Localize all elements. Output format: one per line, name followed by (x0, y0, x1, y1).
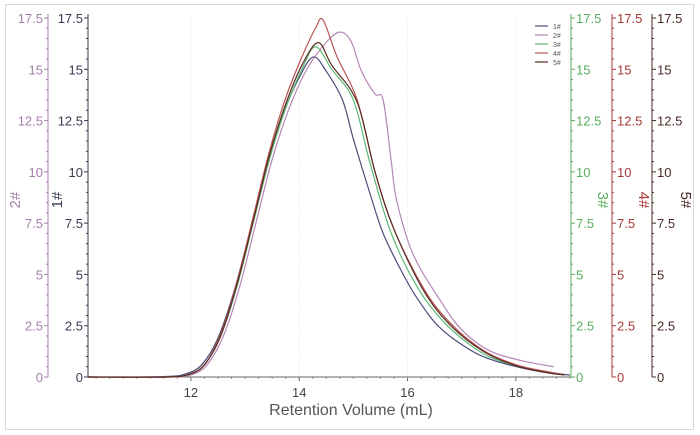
axes: 12 14 16 18 0 2.5 5 7.5 10 12.5 15 17.5 2# 0 2.5 5 7.5 10… (7, 11, 694, 400)
series-line-3 (87, 46, 565, 378)
y-tick-label: 15 (29, 62, 43, 77)
y-tick-label: 2.5 (65, 319, 83, 334)
y-tick-label: 5 (36, 267, 43, 282)
y-tick-label: 17.5 (657, 11, 682, 26)
series-line-1 (87, 56, 571, 378)
y-tick-label: 15 (657, 62, 671, 77)
y-tick-label: 2.5 (657, 319, 675, 334)
x-tick-label: 12 (184, 385, 198, 400)
y-tick-label: 12.5 (18, 114, 43, 129)
y-tick-label: 2.5 (25, 319, 43, 334)
legend-label: 3# (553, 42, 561, 49)
x-axis-title: Retention Volume (mL) (269, 402, 433, 419)
y-tick-label: 12.5 (617, 114, 642, 129)
y-tick-label: 15 (576, 62, 590, 77)
y-tick-label: 2.5 (576, 319, 594, 334)
y-tick-label: 17.5 (576, 11, 601, 26)
y-tick-label: 0 (617, 370, 624, 385)
y-tick-label: 17.5 (617, 11, 642, 26)
x-tick-label: 14 (292, 385, 306, 400)
y-tick-label: 5 (657, 267, 664, 282)
y-axis-title: 1# (49, 191, 66, 208)
y-tick-label: 10 (617, 165, 631, 180)
y-tick-label: 2.5 (617, 319, 635, 334)
y-axis-title: 4# (635, 192, 652, 209)
y-tick-label: 5 (617, 267, 624, 282)
y-tick-label: 17.5 (18, 11, 43, 26)
x-tick-label: 18 (509, 385, 523, 400)
x-tick-label: 16 (400, 385, 414, 400)
y-tick-label: 17.5 (58, 11, 83, 26)
y-tick-label: 10 (576, 165, 590, 180)
y-tick-label: 12.5 (58, 114, 83, 129)
legend-label: 4# (553, 51, 561, 58)
y-tick-label: 5 (576, 267, 583, 282)
series-line-5 (87, 42, 565, 378)
legend: 1# 2# 3# 4# 5# (535, 24, 561, 67)
grid (190, 18, 517, 377)
chart-frame (5, 4, 694, 430)
y-tick-label: 10 (29, 165, 43, 180)
y-tick-label: 10 (657, 165, 671, 180)
y-axis-title: 5# (677, 192, 694, 209)
y-tick-label: 7.5 (25, 216, 43, 231)
y-tick-label: 10 (69, 165, 83, 180)
y-tick-label: 0 (576, 370, 583, 385)
y-tick-label: 7.5 (657, 216, 675, 231)
legend-label: 2# (553, 33, 561, 40)
series-group (87, 17, 571, 378)
y-tick-label: 0 (657, 370, 664, 385)
y-tick-label: 12.5 (657, 114, 682, 129)
y-tick-label: 7.5 (65, 216, 83, 231)
y-tick-label: 0 (36, 370, 43, 385)
y-tick-label: 5 (76, 267, 83, 282)
y-tick-label: 15 (617, 62, 631, 77)
legend-label: 5# (553, 60, 561, 67)
y-axis-title: 2# (7, 191, 24, 208)
y-tick-label: 7.5 (576, 216, 594, 231)
y-tick-label: 0 (76, 370, 83, 385)
legend-label: 1# (553, 24, 561, 31)
y-tick-label: 7.5 (617, 216, 635, 231)
series-line-2 (87, 31, 554, 378)
y-axis-title: 3# (594, 192, 611, 209)
y-tick-label: 15 (69, 62, 83, 77)
y-tick-label: 12.5 (576, 114, 601, 129)
